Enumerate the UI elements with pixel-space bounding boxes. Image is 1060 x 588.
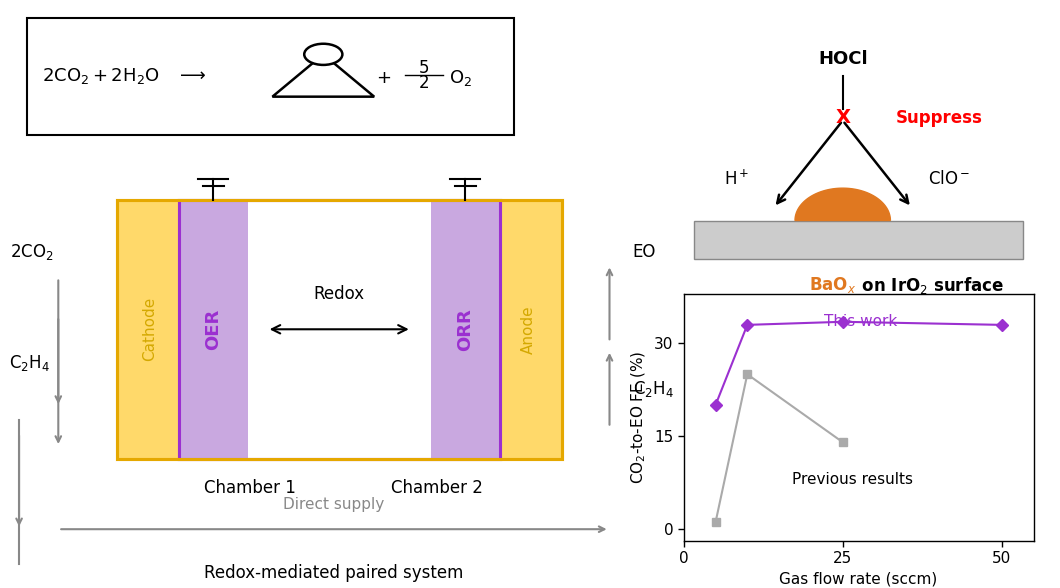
Text: 2: 2 [419, 75, 429, 92]
Text: Chamber 1: Chamber 1 [205, 479, 296, 497]
Text: ClO$^-$: ClO$^-$ [928, 171, 970, 188]
Text: $\mathrm{O_2}$: $\mathrm{O_2}$ [449, 68, 473, 88]
FancyBboxPatch shape [694, 220, 1023, 259]
Text: ORR: ORR [456, 308, 474, 350]
Text: X: X [835, 108, 850, 127]
FancyBboxPatch shape [179, 200, 499, 459]
FancyBboxPatch shape [179, 200, 248, 459]
Text: $2\mathrm{CO_2}$: $2\mathrm{CO_2}$ [10, 242, 54, 262]
Text: OER: OER [205, 309, 223, 350]
Text: Anode: Anode [520, 305, 536, 353]
Text: EO: EO [633, 243, 656, 260]
Text: This work: This work [824, 314, 897, 329]
Text: $\mathrm{C_2H_4}$: $\mathrm{C_2H_4}$ [633, 379, 674, 399]
Text: HOCl: HOCl [818, 50, 867, 68]
Y-axis label: CO$_2$-to-EO FE (%): CO$_2$-to-EO FE (%) [630, 351, 649, 484]
Text: H$^+$: H$^+$ [724, 170, 749, 189]
Text: Redox: Redox [314, 285, 365, 303]
FancyBboxPatch shape [26, 18, 514, 135]
Text: Cathode: Cathode [142, 297, 158, 362]
Circle shape [304, 44, 342, 65]
Text: Direct supply: Direct supply [283, 496, 385, 512]
FancyBboxPatch shape [430, 200, 499, 459]
X-axis label: Gas flow rate (sccm): Gas flow rate (sccm) [779, 572, 938, 587]
Text: Redox-mediated paired system: Redox-mediated paired system [205, 564, 463, 582]
Text: Suppress: Suppress [896, 109, 983, 126]
FancyBboxPatch shape [117, 200, 562, 459]
Text: 5: 5 [419, 59, 429, 77]
Text: $\mathrm{C_2H_4}$: $\mathrm{C_2H_4}$ [10, 353, 50, 373]
Polygon shape [795, 188, 890, 220]
Polygon shape [272, 54, 374, 96]
Text: $+$: $+$ [376, 69, 391, 86]
Text: BaO$_x$: BaO$_x$ [809, 275, 856, 295]
Text: Chamber 2: Chamber 2 [391, 479, 483, 497]
Text: on IrO$_2$ surface: on IrO$_2$ surface [856, 275, 1005, 296]
Text: Previous results: Previous results [792, 472, 913, 487]
Text: $2\mathrm{CO_2} + 2\mathrm{H_2O}$   $\longrightarrow$: $2\mathrm{CO_2} + 2\mathrm{H_2O}$ $\long… [42, 66, 207, 86]
